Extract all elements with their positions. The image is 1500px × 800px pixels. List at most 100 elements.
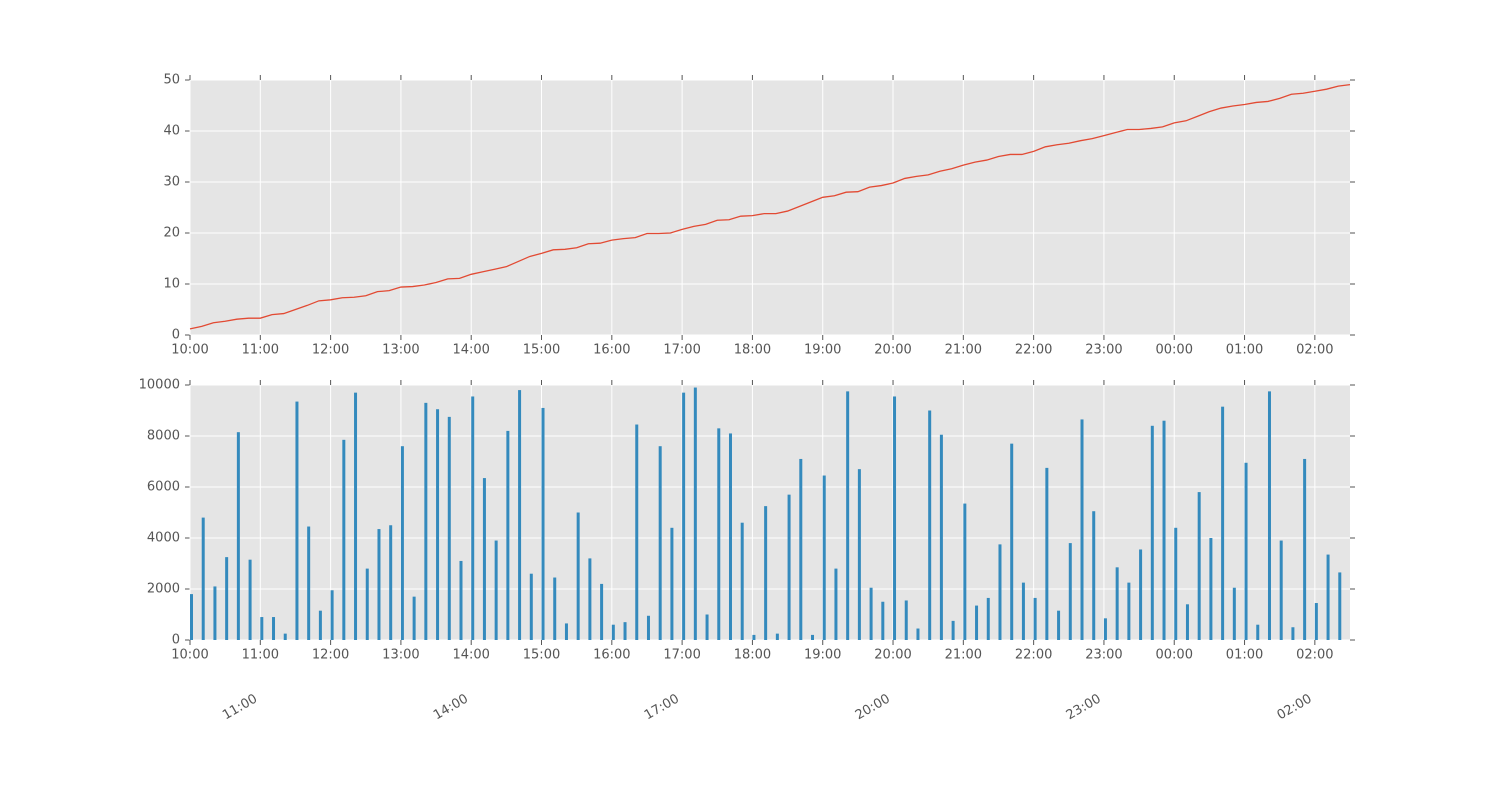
bar [623,622,627,640]
bar [459,560,463,640]
x-tick-label: 18:00 [734,648,771,663]
bar [518,390,522,640]
bar [342,439,346,640]
bar [506,430,510,640]
x-tick-label: 01:00 [1226,343,1263,358]
bar [389,525,393,640]
bar [1185,604,1189,640]
bar [1279,540,1283,640]
bar [1244,462,1248,640]
y-tick-label: 6000 [147,480,180,495]
plot-background [190,80,1350,335]
rotated-x-tick-label: 11:00 [220,692,260,724]
bar [975,605,979,640]
bar [951,620,955,640]
bar [1314,603,1318,640]
bar [1080,419,1084,640]
x-tick-label: 16:00 [593,648,630,663]
bar [553,577,557,640]
bar [330,590,334,640]
rotated-x-tick-label: 14:00 [431,692,471,724]
bar [1021,582,1025,640]
bar [400,446,404,640]
bar [600,583,604,640]
x-tick-label: 21:00 [945,343,982,358]
bar [412,596,416,640]
y-tick-label: 20 [163,226,180,241]
bar [494,540,498,640]
rotated-x-tick-label: 23:00 [1064,692,1104,724]
bar [635,424,639,640]
x-tick-label: 12:00 [312,648,349,663]
rotated-x-tick-label: 17:00 [642,692,682,724]
bar [963,503,967,640]
bar [1232,587,1236,640]
bar [1115,567,1119,640]
bar [775,633,779,640]
bar [1221,406,1225,640]
bar [670,527,674,640]
bar [225,557,229,640]
bar [190,594,193,640]
x-tick-label: 11:00 [242,343,279,358]
bar [1150,425,1154,640]
bar [1139,549,1143,640]
x-tick-label: 19:00 [804,648,841,663]
bar [1256,624,1260,640]
bar [283,633,287,640]
bar [857,469,861,640]
x-tick-label: 20:00 [874,648,911,663]
bar [295,401,299,640]
bar [564,623,568,640]
x-tick-label: 02:00 [1296,648,1333,663]
bar [424,402,428,640]
bar [1267,391,1271,640]
y-tick-label: 30 [163,175,180,190]
bar [1092,511,1096,640]
bar [693,387,697,640]
bar [904,600,908,640]
rotated-x-tick-label: 20:00 [853,692,893,724]
bar [752,634,756,640]
x-tick-label: 23:00 [1085,648,1122,663]
x-tick-label: 22:00 [1015,648,1052,663]
bar [939,434,943,640]
x-tick-label: 00:00 [1156,648,1193,663]
bar [1174,527,1178,640]
bar [705,614,709,640]
x-tick-label: 17:00 [663,648,700,663]
bar [1338,572,1342,640]
bar [717,428,721,640]
y-tick-label: 40 [163,124,180,139]
bar [764,506,768,640]
bar [893,396,897,640]
bar [1127,582,1131,640]
bar [201,517,205,640]
x-tick-label: 10:00 [171,648,208,663]
x-tick-label: 23:00 [1085,343,1122,358]
bar [354,392,358,640]
bar [576,512,580,640]
bar [846,391,850,640]
rotated-x-tick-label: 02:00 [1275,692,1315,724]
bar [811,634,815,640]
bar [436,409,440,640]
x-tick-label: 00:00 [1156,343,1193,358]
bar [1068,543,1072,640]
bar [799,458,803,640]
x-tick-label: 20:00 [874,343,911,358]
bar [869,587,873,640]
y-tick-label: 4000 [147,531,180,546]
bar [822,475,826,640]
bar [1033,597,1037,640]
bar [1326,554,1330,640]
bar [1045,467,1049,640]
bar [307,526,311,640]
bar [1162,420,1166,640]
bar [1197,492,1201,640]
x-tick-label: 16:00 [593,343,630,358]
bar [658,446,662,640]
bar [998,544,1002,640]
bar [365,568,369,640]
x-tick-label: 18:00 [734,343,771,358]
